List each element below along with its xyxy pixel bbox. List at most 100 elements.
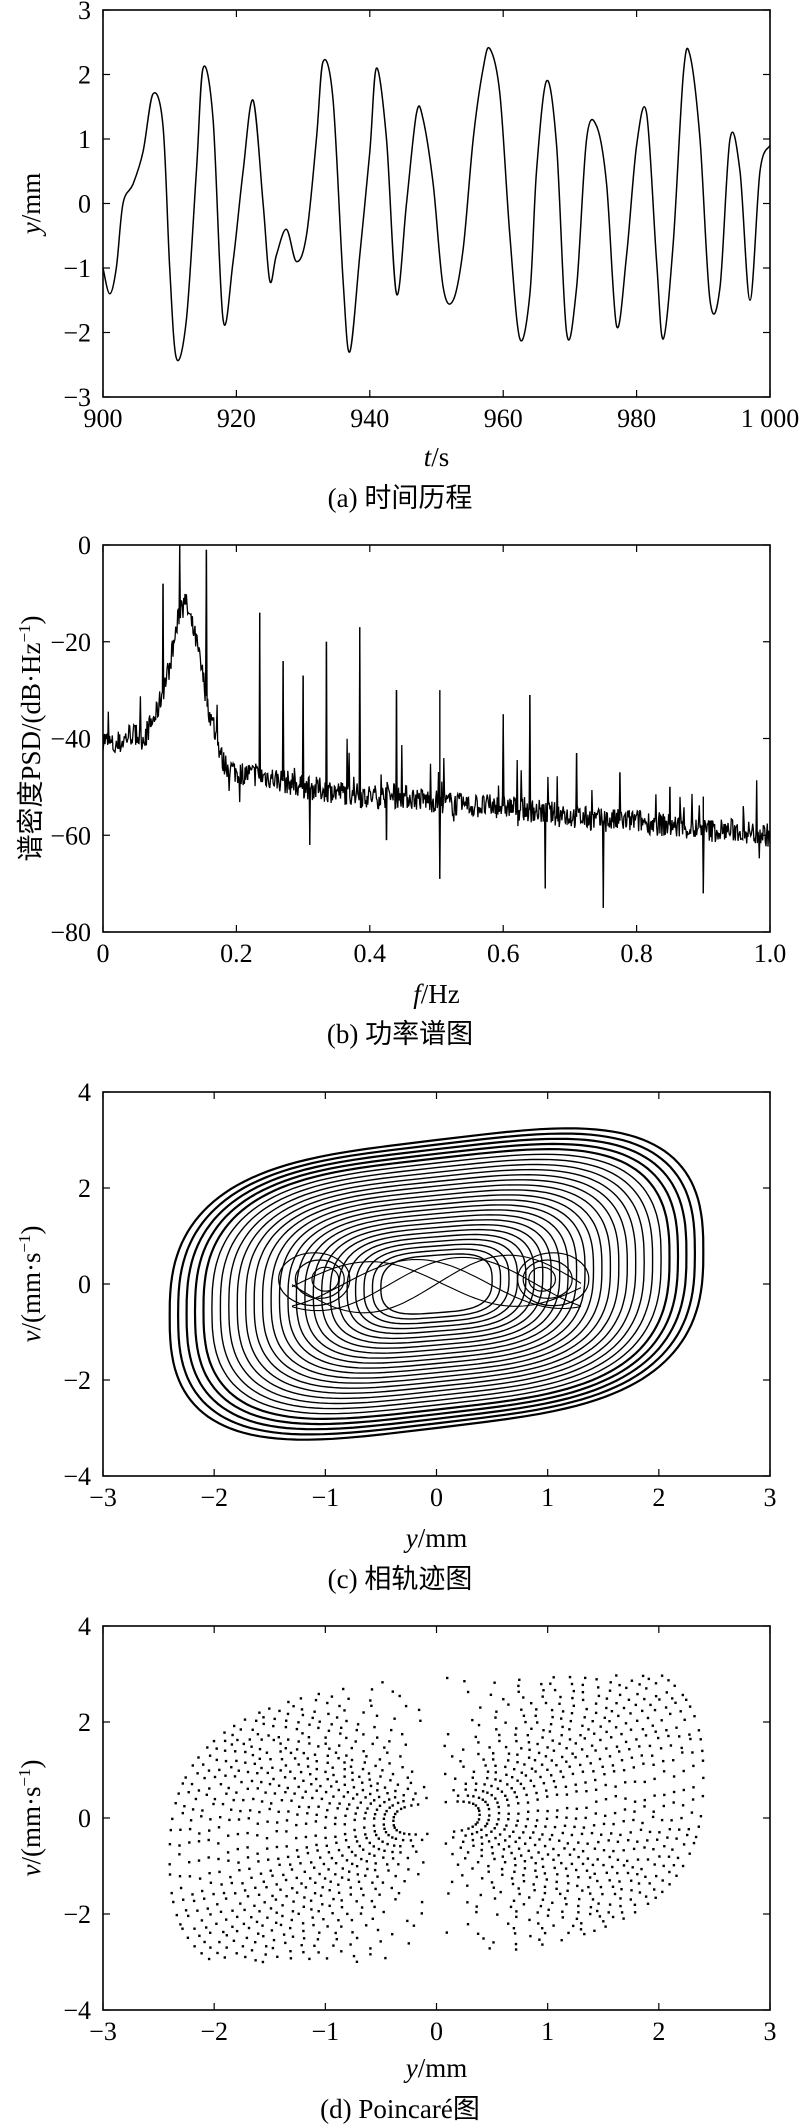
poincare-point xyxy=(654,1730,657,1733)
poincare-point xyxy=(401,1766,404,1769)
inner-loop xyxy=(278,1252,351,1307)
poincare-point xyxy=(484,1800,487,1804)
crossing-curve xyxy=(291,1258,582,1310)
poincare-point xyxy=(382,1817,386,1820)
poincare-point xyxy=(324,1826,327,1829)
poincare-point xyxy=(622,1849,625,1852)
poincare-point xyxy=(608,1720,611,1723)
poincare-point xyxy=(454,1777,457,1780)
poincare-point xyxy=(543,1872,547,1875)
poincare-point xyxy=(616,1871,619,1875)
poincare-point xyxy=(226,1851,230,1854)
poincare-point xyxy=(319,1894,323,1897)
poincare-point xyxy=(471,1867,474,1870)
poincare-point xyxy=(346,1791,350,1794)
poincare-point xyxy=(219,1816,222,1819)
poincare-point xyxy=(546,1795,549,1798)
poincare-point xyxy=(612,1849,615,1853)
poincare-point xyxy=(179,1886,183,1890)
poincare-point xyxy=(579,1734,582,1737)
poincare-point xyxy=(541,1865,545,1868)
poincare-point xyxy=(466,1690,470,1694)
poincare-point xyxy=(532,1883,535,1886)
poincare-point xyxy=(526,1801,530,1804)
poincare-point xyxy=(277,1810,280,1813)
poincare-point xyxy=(365,1836,368,1840)
poincare-point xyxy=(197,1859,201,1862)
poincare-point xyxy=(403,1832,406,1835)
poincare-point xyxy=(602,1822,606,1826)
poincare-point xyxy=(239,1902,242,1905)
poincare-point xyxy=(668,1870,671,1874)
poincare-point xyxy=(493,1827,496,1830)
poincare-point xyxy=(610,1832,613,1835)
poincare-point xyxy=(315,1843,318,1847)
poincare-point xyxy=(658,1698,661,1701)
poincare-point xyxy=(290,1799,293,1802)
poincare-point xyxy=(540,1763,544,1766)
poincare-point xyxy=(552,1676,555,1679)
poincare-point xyxy=(326,1778,329,1781)
x-tick-label: 3 xyxy=(764,1483,777,1512)
poincare-point xyxy=(539,1775,542,1779)
poincare-point xyxy=(373,1817,376,1820)
poincare-point xyxy=(466,1923,470,1926)
poincare-point xyxy=(422,1861,425,1864)
poincare-point xyxy=(275,1830,278,1833)
poincare-point xyxy=(264,1791,267,1794)
poincare-point xyxy=(300,1882,303,1885)
poincare-point xyxy=(321,1903,324,1906)
poincare-point xyxy=(349,1886,352,1889)
poincare-point xyxy=(556,1809,559,1812)
poincare-point xyxy=(414,1792,417,1795)
poincare-point xyxy=(489,1693,493,1696)
poincare-point xyxy=(271,1894,274,1898)
poincare-point xyxy=(600,1833,603,1836)
poincare-point xyxy=(414,1833,417,1836)
poincare-point xyxy=(689,1737,692,1741)
poincare-point xyxy=(565,1747,568,1750)
poincare-point xyxy=(276,1955,279,1958)
poincare-point xyxy=(512,1899,516,1902)
poincare-point xyxy=(201,1889,204,1893)
x-tick-label: 920 xyxy=(217,404,256,433)
poincare-point xyxy=(369,1699,372,1702)
poincare-point xyxy=(390,1728,393,1732)
poincare-point xyxy=(477,1807,480,1810)
poincare-point xyxy=(579,1763,582,1767)
poincare-point xyxy=(260,1738,263,1741)
x-tick-label: 0.8 xyxy=(620,939,653,968)
poincare-point xyxy=(543,1931,547,1935)
poincare-point xyxy=(550,1833,554,1837)
poincare-point xyxy=(328,1889,331,1892)
poincare-point xyxy=(523,1867,527,1870)
poincare-point xyxy=(301,1796,304,1799)
poincare-point xyxy=(284,1725,288,1729)
poincare-point xyxy=(315,1789,318,1792)
poincare-point xyxy=(371,1917,374,1920)
poincare-point xyxy=(393,1717,396,1720)
poincare-point xyxy=(653,1708,657,1712)
poincare-point xyxy=(236,1915,239,1919)
poincare-point xyxy=(527,1849,530,1852)
poincare-point xyxy=(619,1833,622,1837)
orbit xyxy=(202,1147,671,1421)
poincare-point xyxy=(504,1765,507,1769)
poincare-point xyxy=(445,1931,448,1934)
poincare-point xyxy=(273,1717,276,1721)
poincare-point xyxy=(692,1786,695,1789)
poincare-point xyxy=(582,1826,586,1829)
poincare-point xyxy=(383,1786,387,1789)
poincare-point xyxy=(594,1788,598,1791)
poincare-point xyxy=(587,1728,590,1731)
y-tick-label: 0 xyxy=(78,190,91,219)
poincare-point xyxy=(285,1719,288,1722)
poincare-point xyxy=(575,1917,579,1920)
poincare-point xyxy=(362,1893,365,1897)
poincare-point xyxy=(200,1919,204,1922)
poincare-point xyxy=(637,1882,641,1885)
poincare-point xyxy=(246,1856,250,1859)
poincare-point xyxy=(542,1729,545,1732)
poincare-point xyxy=(179,1923,182,1926)
orbit xyxy=(261,1184,612,1384)
